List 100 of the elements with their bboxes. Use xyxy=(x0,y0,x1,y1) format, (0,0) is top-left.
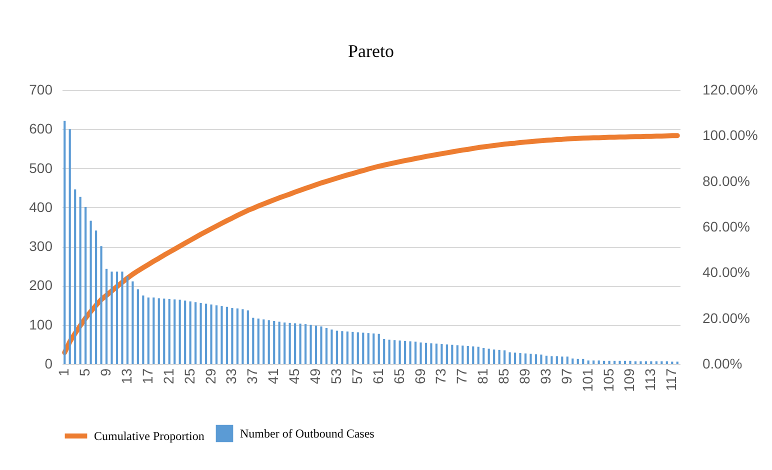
bar xyxy=(514,352,516,364)
bar xyxy=(314,326,318,364)
bar xyxy=(472,346,474,364)
bar xyxy=(545,356,548,364)
bar xyxy=(189,301,192,364)
y2-tick-label: 80.00% xyxy=(702,172,750,189)
x-tick-label: 113 xyxy=(642,368,658,391)
x-tick-label: 73 xyxy=(432,368,449,384)
x-tick-label: 1 xyxy=(56,368,72,376)
bar xyxy=(398,340,401,364)
bar xyxy=(372,333,375,364)
y2-tick-label: 20.00% xyxy=(702,310,750,326)
legend-label: Number of Outbound Cases xyxy=(240,426,375,440)
x-tick-label: 93 xyxy=(537,368,554,384)
bar xyxy=(284,322,286,364)
x-tick-label: 13 xyxy=(118,368,134,384)
bar xyxy=(404,340,406,364)
x-tick-label: 21 xyxy=(160,368,176,384)
bar xyxy=(257,318,260,364)
bar xyxy=(215,305,218,364)
bar xyxy=(246,310,249,364)
bar xyxy=(68,129,71,364)
bar xyxy=(330,330,333,364)
bar xyxy=(105,268,108,364)
x-tick-label: 61 xyxy=(370,368,386,384)
chart-title: Pareto xyxy=(348,41,394,61)
x-tick-label: 77 xyxy=(454,368,470,384)
bar xyxy=(550,356,553,364)
bar xyxy=(640,361,642,364)
bar xyxy=(430,343,432,364)
y2-tick-label: 40.00% xyxy=(702,264,750,280)
bar xyxy=(147,297,150,364)
bar xyxy=(618,360,621,364)
bar xyxy=(530,354,532,364)
bar xyxy=(576,358,579,364)
x-tick-label: 81 xyxy=(474,368,491,384)
bar xyxy=(587,360,590,364)
bar xyxy=(231,308,234,364)
bar xyxy=(110,272,113,364)
bar xyxy=(488,348,490,364)
bar xyxy=(603,360,606,364)
bar xyxy=(498,350,500,364)
bar xyxy=(446,344,448,364)
x-tick-label: 17 xyxy=(139,368,156,384)
bar xyxy=(592,360,595,364)
bar xyxy=(136,289,139,364)
bar xyxy=(561,356,564,364)
bar xyxy=(462,346,464,364)
bar xyxy=(132,281,134,364)
y-tick-label: 500 xyxy=(29,160,53,176)
bar xyxy=(556,356,558,364)
bar xyxy=(320,326,322,364)
bar xyxy=(178,300,181,364)
bar xyxy=(409,341,412,364)
y2-tick-label: 100.00% xyxy=(702,127,758,144)
x-tick-label: 5 xyxy=(76,368,93,376)
bar xyxy=(325,328,328,364)
x-tick-label: 101 xyxy=(579,368,596,392)
bar xyxy=(204,304,208,364)
bar xyxy=(184,300,186,364)
bar xyxy=(299,324,302,364)
bar xyxy=(394,340,396,364)
bar xyxy=(168,299,170,364)
bar xyxy=(242,309,244,364)
bar xyxy=(64,120,66,364)
bar xyxy=(142,296,144,364)
bar xyxy=(534,354,538,364)
y-tick-label: 700 xyxy=(29,82,53,98)
bar xyxy=(420,342,422,364)
bar xyxy=(94,230,98,364)
bar xyxy=(163,298,166,364)
bar xyxy=(367,333,370,364)
bar xyxy=(383,338,386,364)
bar xyxy=(310,324,312,364)
bar xyxy=(84,207,87,364)
bar xyxy=(582,358,584,364)
x-tick-label: 53 xyxy=(328,368,344,384)
bar xyxy=(336,330,338,364)
bar xyxy=(341,331,344,364)
bar xyxy=(572,358,574,364)
bar xyxy=(226,306,228,364)
y-tick-label: 300 xyxy=(29,238,53,254)
x-tick-label: 49 xyxy=(307,368,324,384)
bar xyxy=(273,320,276,364)
y-tick-label: 0 xyxy=(44,356,53,372)
x-tick-label: 89 xyxy=(516,368,532,384)
x-tick-label: 25 xyxy=(181,368,198,384)
bar xyxy=(435,344,438,364)
bar xyxy=(262,319,265,364)
bar xyxy=(158,298,160,364)
x-tick-label: 65 xyxy=(390,368,407,384)
bar xyxy=(540,354,542,364)
bar xyxy=(414,342,417,364)
bar xyxy=(566,356,568,364)
y-tick-label: 200 xyxy=(29,277,53,294)
bar xyxy=(598,360,600,364)
y-tick-label: 600 xyxy=(29,120,53,137)
bar xyxy=(608,360,610,364)
y2-tick-label: 60.00% xyxy=(702,218,750,234)
bar xyxy=(90,220,92,364)
